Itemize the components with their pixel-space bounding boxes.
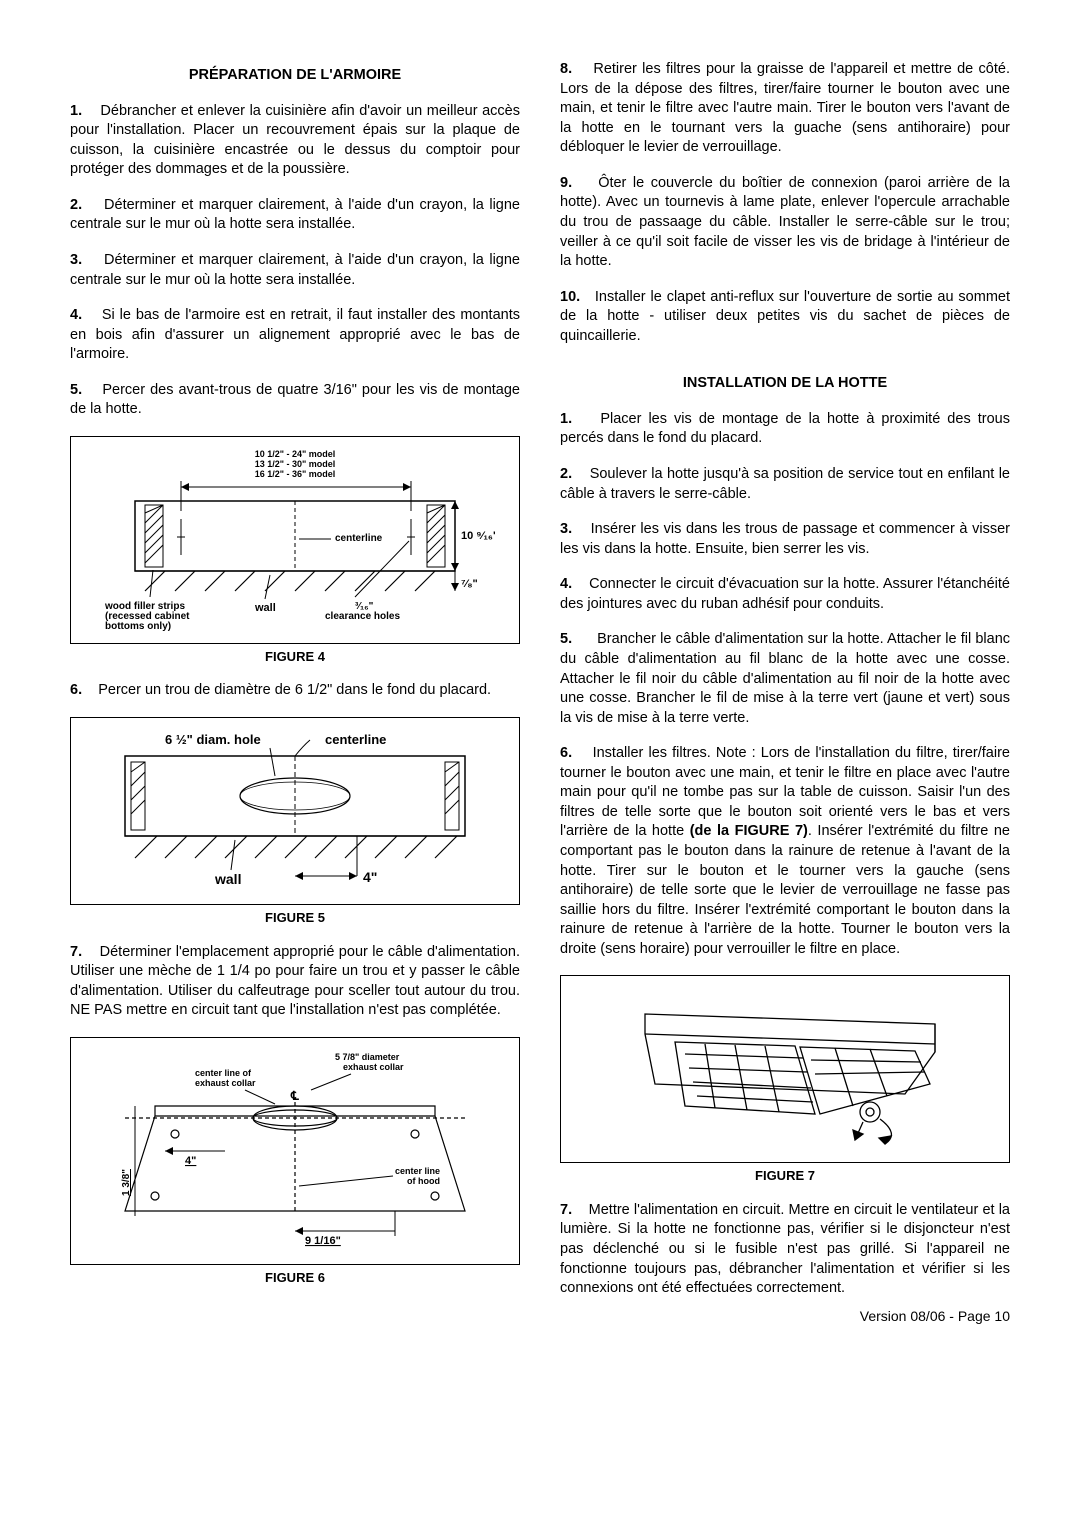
figure-6-caption: FIGURE 6 bbox=[70, 1269, 520, 1287]
heading-preparation: PRÉPARATION DE L'ARMOIRE bbox=[70, 66, 520, 86]
ipara-7: 7. Mettre l'alimentation en circuit. Met… bbox=[560, 1201, 1010, 1299]
inum-3: 3. bbox=[560, 521, 572, 537]
f6-collar2: exhaust collar bbox=[343, 1062, 404, 1072]
num-6: 6. bbox=[70, 682, 82, 698]
f6-916: 9 1/16" bbox=[305, 1235, 341, 1247]
f4-dimA: 10 ⁹⁄₁₆" bbox=[461, 530, 495, 542]
f4-model3: 16 1/2" - 36" model bbox=[255, 469, 336, 479]
text-6: Percer un trou de diamètre de 6 1/2" dan… bbox=[98, 682, 491, 698]
para-6: 6. Percer un trou de diamètre de 6 1/2" … bbox=[70, 681, 520, 701]
inum-7: 7. bbox=[560, 1202, 572, 1218]
f4-wall: wall bbox=[254, 602, 276, 614]
figure-4-caption: FIGURE 4 bbox=[70, 648, 520, 666]
para-9: 9. Ôter le couvercle du boîtier de conne… bbox=[560, 174, 1010, 272]
para-5: 5. Percer des avant-trous de quatre 3/16… bbox=[70, 381, 520, 420]
figure-6-svg: 5 7/8" diameter exhaust collar center li… bbox=[95, 1046, 495, 1256]
num-10: 10. bbox=[560, 289, 580, 305]
inum-5: 5. bbox=[560, 631, 572, 647]
f4-centerline: centerline bbox=[335, 533, 383, 544]
f5-wall: wall bbox=[214, 871, 241, 887]
text-4: Si le bas de l'armoire est en retrait, i… bbox=[70, 307, 520, 362]
f4-model2: 13 1/2" - 30" model bbox=[255, 459, 336, 469]
para-3: 3. Déterminer et marquer clairement, à l… bbox=[70, 251, 520, 290]
num-1: 1. bbox=[70, 103, 82, 119]
figure-5-caption: FIGURE 5 bbox=[70, 909, 520, 927]
ipara-5: 5. Brancher le câble d'alimentation sur … bbox=[560, 630, 1010, 728]
f4-model1: 10 1/2" - 24" model bbox=[255, 449, 336, 459]
figure-7-caption: FIGURE 7 bbox=[560, 1167, 1010, 1185]
f6-cle1: center line of bbox=[195, 1068, 252, 1078]
two-column-layout: PRÉPARATION DE L'ARMOIRE 1. Débrancher e… bbox=[70, 60, 1010, 1299]
f6-cle2: exhaust collar bbox=[195, 1078, 256, 1088]
text-10: Installer le clapet anti-reflux sur l'ou… bbox=[560, 289, 1010, 344]
f6-138: 1 3/8" bbox=[121, 1169, 132, 1196]
left-column: PRÉPARATION DE L'ARMOIRE 1. Débrancher e… bbox=[70, 60, 520, 1299]
text-7: Déterminer l'emplacement approprié pour … bbox=[70, 944, 520, 1019]
itext-7: Mettre l'alimentation en circuit. Mettre… bbox=[560, 1202, 1010, 1296]
ipara-1: 1. Placer les vis de montage de la hotte… bbox=[560, 410, 1010, 449]
text-1: Débrancher et enlever la cuisinière afin… bbox=[70, 103, 520, 178]
heading-installation: INSTALLATION DE LA HOTTE bbox=[560, 374, 1010, 394]
para-7: 7. Déterminer l'emplacement approprié po… bbox=[70, 943, 520, 1021]
itext-2: Soulever la hotte jusqu'à sa position de… bbox=[560, 466, 1010, 502]
text-8: Retirer les filtres pour la graisse de l… bbox=[560, 61, 1010, 155]
f5-diam: 6 ½" diam. hole bbox=[165, 732, 261, 747]
figure-4-svg: 10 1/2" - 24" model 13 1/2" - 30" model … bbox=[95, 445, 495, 635]
ipara-2: 2. Soulever la hotte jusqu'à sa position… bbox=[560, 465, 1010, 504]
itext-6b: (de la FIGURE 7) bbox=[690, 823, 808, 839]
f6-clh1: center line bbox=[395, 1166, 440, 1176]
figure-7-svg bbox=[585, 984, 985, 1154]
para-2: 2. Déterminer et marquer clairement, à l… bbox=[70, 196, 520, 235]
text-5: Percer des avant-trous de quatre 3/16" p… bbox=[70, 382, 520, 418]
f4-clearance: ³⁄₁₆" clearance holes bbox=[325, 601, 400, 622]
text-3: Déterminer et marquer clairement, à l'ai… bbox=[70, 252, 520, 288]
para-1: 1. Débrancher et enlever la cuisinière a… bbox=[70, 102, 520, 180]
f6-4in: 4" bbox=[185, 1155, 196, 1167]
f6-clh2: of hood bbox=[407, 1176, 440, 1186]
num-3: 3. bbox=[70, 252, 82, 268]
para-4: 4. Si le bas de l'armoire est en retrait… bbox=[70, 306, 520, 365]
inum-6: 6. bbox=[560, 745, 572, 761]
num-9: 9. bbox=[560, 175, 572, 191]
figure-5-svg: 6 ½" diam. hole centerline bbox=[95, 726, 495, 896]
right-column: 8. Retirer les filtres pour la graisse d… bbox=[560, 60, 1010, 1299]
f4-dimB: ⁷⁄₈" bbox=[461, 578, 478, 590]
itext-5: Brancher le câble d'alimentation sur la … bbox=[560, 631, 1010, 725]
figure-7-box bbox=[560, 975, 1010, 1163]
itext-3: Insérer les vis dans les trous de passag… bbox=[560, 521, 1010, 557]
f6-collar1: 5 7/8" diameter bbox=[335, 1052, 400, 1062]
inum-1: 1. bbox=[560, 411, 572, 427]
para-10: 10. Installer le clapet anti-reflux sur … bbox=[560, 288, 1010, 347]
page-footer: Version 08/06 - Page 10 bbox=[70, 1307, 1010, 1326]
text-9: Ôter le couvercle du boîtier de connexio… bbox=[560, 175, 1010, 269]
figure-6-box: 5 7/8" diameter exhaust collar center li… bbox=[70, 1037, 520, 1265]
num-5: 5. bbox=[70, 382, 82, 398]
figure-4-box: 10 1/2" - 24" model 13 1/2" - 30" model … bbox=[70, 436, 520, 644]
inum-4: 4. bbox=[560, 576, 572, 592]
figure-5-box: 6 ½" diam. hole centerline bbox=[70, 717, 520, 905]
inum-2: 2. bbox=[560, 466, 572, 482]
num-2: 2. bbox=[70, 197, 82, 213]
ipara-6: 6. Installer les filtres. Note : Lors de… bbox=[560, 744, 1010, 959]
itext-6c: . Insérer l'extrémité du filtre ne compo… bbox=[560, 823, 1010, 956]
para-8: 8. Retirer les filtres pour la graisse d… bbox=[560, 60, 1010, 158]
itext-4: Connecter le circuit d'évacuation sur la… bbox=[560, 576, 1010, 612]
f6-cl: ℄ bbox=[290, 1089, 299, 1103]
itext-1: Placer les vis de montage de la hotte à … bbox=[560, 411, 1010, 447]
f4-woodfiller: wood filler strips (recessed cabinet bot… bbox=[104, 601, 192, 632]
num-4: 4. bbox=[70, 307, 82, 323]
f5-dim4: 4" bbox=[363, 869, 377, 885]
ipara-4: 4. Connecter le circuit d'évacuation sur… bbox=[560, 575, 1010, 614]
num-8: 8. bbox=[560, 61, 572, 77]
text-2: Déterminer et marquer clairement, à l'ai… bbox=[70, 197, 520, 233]
ipara-3: 3. Insérer les vis dans les trous de pas… bbox=[560, 520, 1010, 559]
num-7: 7. bbox=[70, 944, 82, 960]
f5-centerline: centerline bbox=[325, 732, 386, 747]
